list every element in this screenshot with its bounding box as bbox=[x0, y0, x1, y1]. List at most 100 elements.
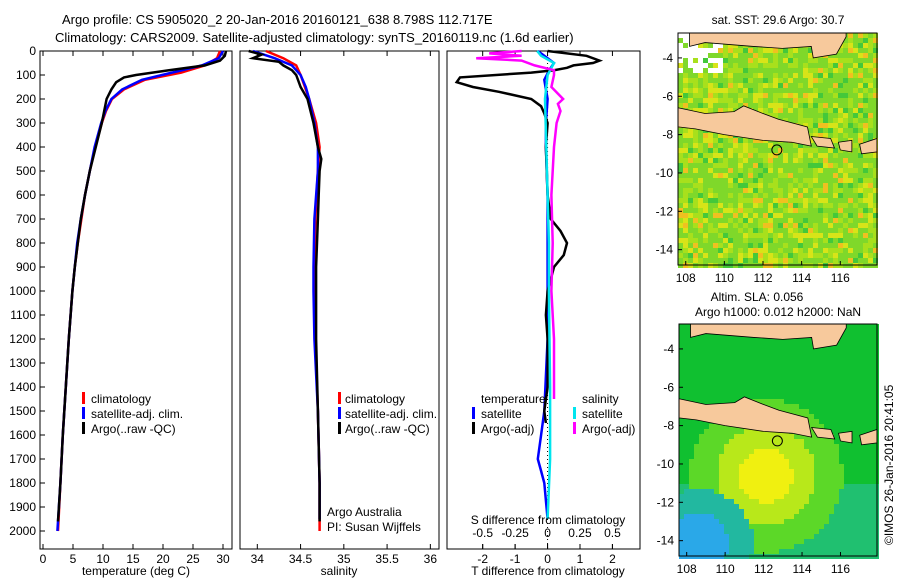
map-cell bbox=[748, 48, 753, 53]
map-cell bbox=[679, 469, 684, 474]
map-cell bbox=[824, 499, 829, 504]
map-cell bbox=[869, 484, 874, 489]
map-cell bbox=[873, 83, 878, 88]
map-cell bbox=[833, 228, 838, 233]
map-cell bbox=[803, 108, 808, 113]
map-cell bbox=[729, 509, 734, 514]
map-cell bbox=[778, 203, 783, 208]
map-cell bbox=[803, 223, 808, 228]
map-cell bbox=[734, 354, 739, 359]
map-cell bbox=[864, 404, 869, 409]
map-cell bbox=[863, 178, 868, 183]
map-cell bbox=[689, 454, 694, 459]
map-cell bbox=[718, 103, 723, 108]
map-cell bbox=[733, 53, 738, 58]
map-cell bbox=[833, 248, 838, 253]
map-cell bbox=[698, 68, 703, 73]
map-cell bbox=[763, 193, 768, 198]
map-cell bbox=[708, 73, 713, 78]
map-cell bbox=[734, 474, 739, 479]
map-cell bbox=[843, 138, 848, 143]
map-cell bbox=[704, 339, 709, 344]
map-cell bbox=[718, 178, 723, 183]
map-cell bbox=[683, 88, 688, 93]
map-cell bbox=[808, 133, 813, 138]
map-cell bbox=[864, 544, 869, 549]
map-cell bbox=[679, 544, 684, 549]
map-cell bbox=[843, 178, 848, 183]
map-cell bbox=[729, 494, 734, 499]
map-cell bbox=[699, 444, 704, 449]
map-cell bbox=[693, 228, 698, 233]
map-cell bbox=[739, 384, 744, 389]
map-cell bbox=[793, 73, 798, 78]
map-cell bbox=[803, 158, 808, 163]
map-cell bbox=[743, 63, 748, 68]
map-cell bbox=[753, 203, 758, 208]
map-cell bbox=[798, 243, 803, 248]
map-cell bbox=[689, 514, 694, 519]
map-cell bbox=[689, 359, 694, 364]
map-cell bbox=[753, 228, 758, 233]
s-tick-label: -0.5 bbox=[472, 526, 493, 540]
map-cell bbox=[724, 394, 729, 399]
map-cell bbox=[768, 173, 773, 178]
map-cell bbox=[793, 193, 798, 198]
map-cell bbox=[719, 389, 724, 394]
map-cell bbox=[758, 78, 763, 83]
map-cell bbox=[744, 374, 749, 379]
map-cell bbox=[689, 379, 694, 384]
argo-location-marker bbox=[771, 144, 783, 156]
map-cell bbox=[839, 339, 844, 344]
map-cell bbox=[789, 494, 794, 499]
map-cell bbox=[724, 519, 729, 524]
map-cell bbox=[758, 223, 763, 228]
map-cell bbox=[844, 339, 849, 344]
map-cell bbox=[678, 168, 683, 173]
y-tick-label: 1400 bbox=[9, 380, 36, 394]
map-cell bbox=[719, 524, 724, 529]
map-cell bbox=[784, 489, 789, 494]
map-cell bbox=[759, 519, 764, 524]
map-cell bbox=[773, 63, 778, 68]
map-cell bbox=[778, 188, 783, 193]
map-cell bbox=[858, 158, 863, 163]
map-cell bbox=[794, 384, 799, 389]
map-cell bbox=[844, 474, 849, 479]
map-cell bbox=[739, 459, 744, 464]
map-cell bbox=[714, 504, 719, 509]
map-cell bbox=[748, 253, 753, 258]
map-cell bbox=[769, 364, 774, 369]
map-cell bbox=[863, 33, 868, 38]
map-cell bbox=[719, 474, 724, 479]
s-tick-label: 0.25 bbox=[568, 526, 592, 540]
map-cell bbox=[838, 83, 843, 88]
map-cell bbox=[734, 344, 739, 349]
map-cell bbox=[859, 539, 864, 544]
map-cell bbox=[843, 258, 848, 263]
map-cell bbox=[683, 73, 688, 78]
map-cell bbox=[689, 344, 694, 349]
map-cell bbox=[734, 334, 739, 339]
map-cell bbox=[788, 173, 793, 178]
map-cell bbox=[679, 479, 684, 484]
map-cell bbox=[679, 419, 684, 424]
map-cell bbox=[758, 88, 763, 93]
map-cell bbox=[804, 364, 809, 369]
map-cell bbox=[798, 73, 803, 78]
map-cell bbox=[759, 529, 764, 534]
map-cell bbox=[743, 48, 748, 53]
map-cell bbox=[689, 534, 694, 539]
map-cell bbox=[689, 544, 694, 549]
map-cell bbox=[839, 524, 844, 529]
map-cell bbox=[718, 93, 723, 98]
map-cell bbox=[733, 233, 738, 238]
map-cell bbox=[733, 248, 738, 253]
map-cell bbox=[869, 539, 874, 544]
map-cell bbox=[803, 78, 808, 83]
map-cell bbox=[843, 73, 848, 78]
map-cell bbox=[844, 464, 849, 469]
map-cell bbox=[818, 168, 823, 173]
map-cell bbox=[694, 499, 699, 504]
map-cell bbox=[754, 449, 759, 454]
